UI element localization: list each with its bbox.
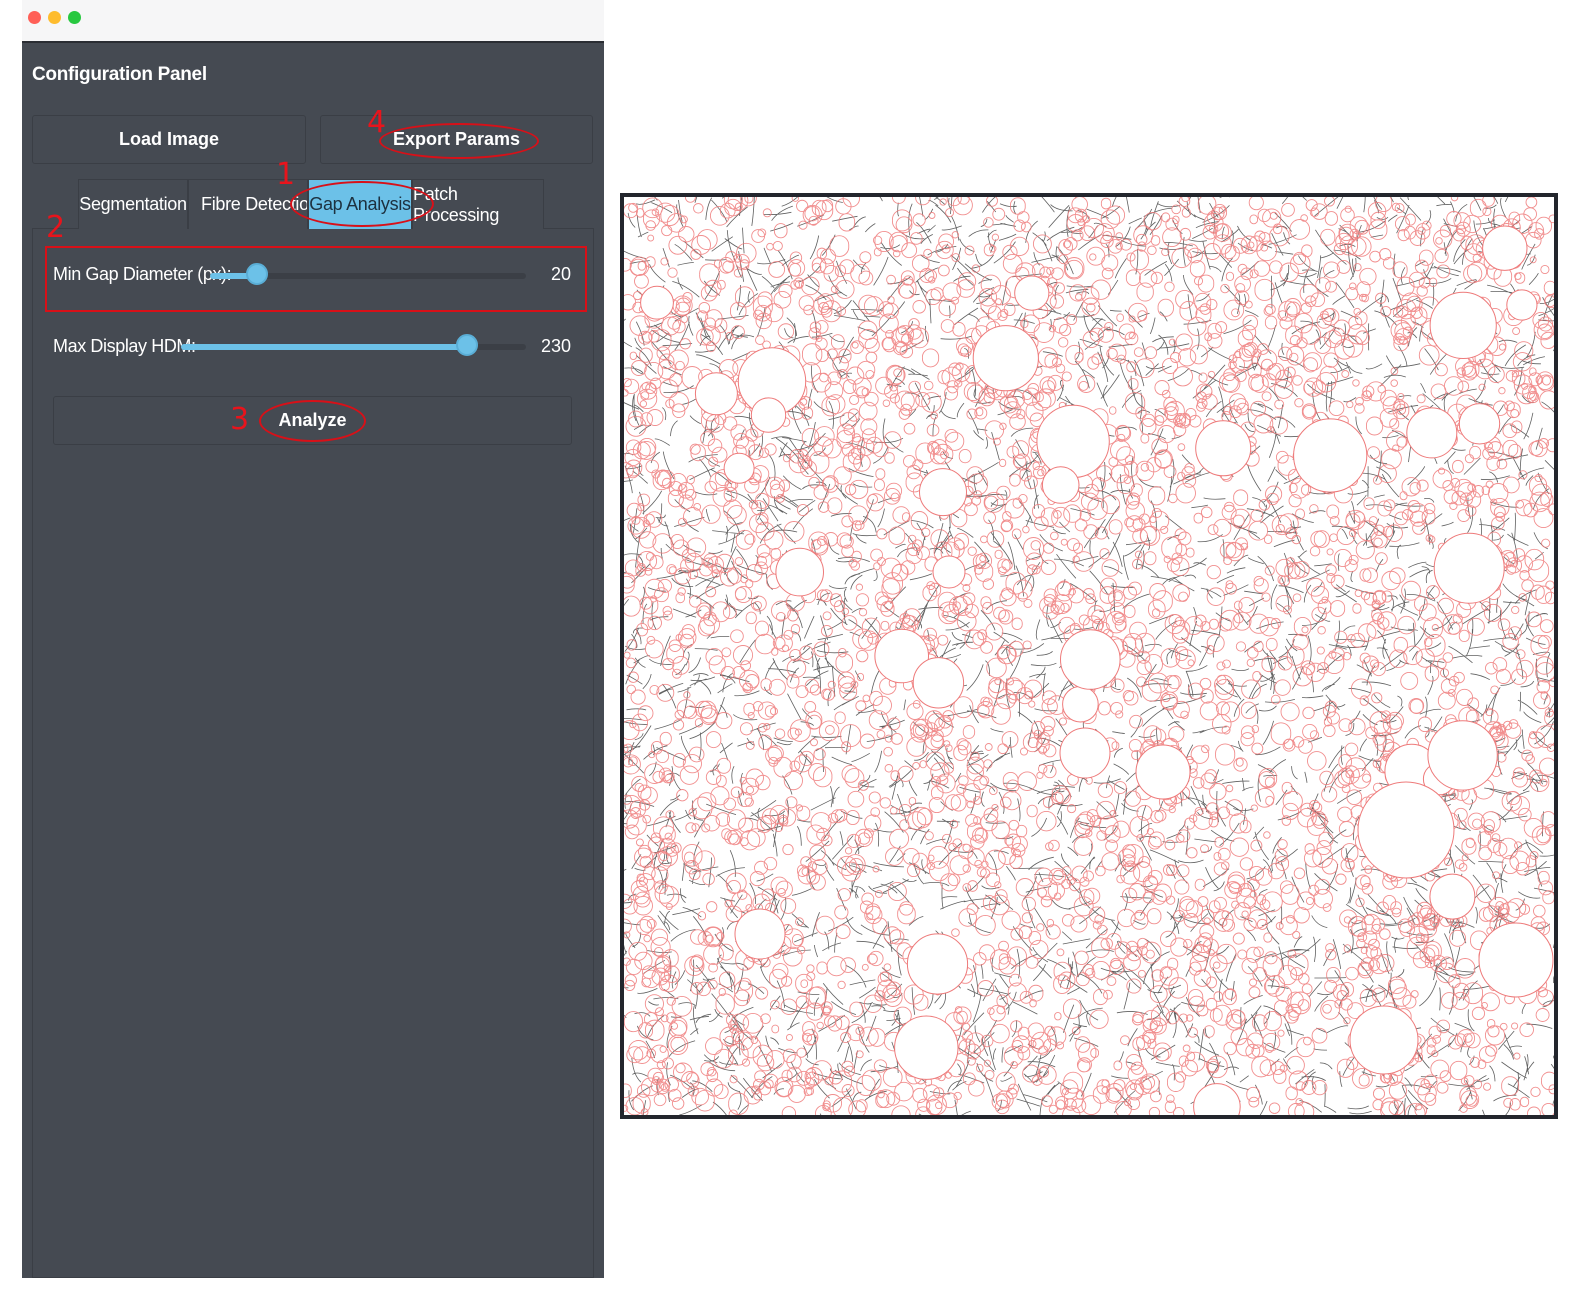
large-gap-circle — [906, 933, 969, 995]
tab-fibre-detection[interactable]: Fibre Detection — [188, 179, 308, 229]
large-gap-circle — [775, 547, 824, 597]
large-gap-circle — [1014, 275, 1050, 311]
maximize-window-button[interactable] — [68, 11, 81, 24]
large-gap-circle — [1041, 466, 1080, 504]
gap-circles — [624, 197, 1554, 1115]
large-gap-circle — [1406, 407, 1458, 459]
large-gap-circle — [1482, 225, 1528, 271]
large-gap-circle — [1357, 781, 1455, 879]
large-gap-circle — [640, 285, 674, 320]
max-hdm-slider[interactable] — [181, 334, 526, 356]
tab-patch-processing[interactable]: Patch Processing — [412, 179, 544, 229]
max-hdm-slider-handle[interactable] — [456, 334, 479, 356]
large-gap-circle — [894, 1015, 959, 1080]
large-gap-circle — [1195, 420, 1252, 477]
minimize-window-button[interactable] — [48, 11, 61, 24]
export-params-button[interactable]: Export Params — [320, 115, 593, 164]
large-gap-circle — [1433, 532, 1505, 604]
annotation-number-4: 4 — [367, 105, 387, 140]
large-gap-circle — [919, 468, 967, 517]
annotation-number-2: 2 — [46, 210, 66, 245]
large-gap-circle — [694, 372, 738, 416]
large-gap-circle — [750, 397, 787, 433]
large-gap-circle — [1036, 404, 1110, 479]
large-gap-circle — [972, 325, 1039, 392]
large-gap-circle — [1478, 922, 1554, 998]
large-gap-circle — [1506, 289, 1538, 321]
min-gap-label: Min Gap Diameter (px): — [53, 264, 232, 284]
large-gap-circle — [1429, 291, 1497, 359]
analyze-button[interactable]: Analyze — [53, 396, 572, 445]
large-gap-circle — [1059, 727, 1111, 779]
gap-analysis-image-view — [620, 193, 1558, 1119]
gap-analysis-result-image — [624, 197, 1554, 1115]
load-image-button[interactable]: Load Image — [32, 115, 306, 164]
large-gap-circle — [912, 657, 965, 709]
tab-gap-analysis[interactable]: Gap Analysis — [308, 179, 412, 229]
large-gap-circle — [1193, 1083, 1241, 1115]
large-gap-circle — [734, 908, 786, 960]
large-gap-circle — [1060, 629, 1121, 690]
large-gap-circle — [1349, 1005, 1419, 1075]
large-gap-circle — [1293, 418, 1368, 493]
large-gap-circle — [1062, 685, 1099, 723]
annotation-number-3: 3 — [230, 402, 250, 437]
max-hdm-label: Max Display HDM: — [53, 336, 196, 356]
large-gap-circle — [1458, 403, 1501, 445]
title-bar — [22, 0, 604, 43]
large-gap-circle — [932, 555, 966, 589]
annotation-number-1: 1 — [276, 157, 296, 192]
large-gap-circle — [723, 452, 755, 484]
min-gap-slider-fill — [210, 273, 258, 279]
panel-title: Configuration Panel — [32, 64, 207, 85]
large-gap-circle — [874, 628, 930, 684]
close-window-button[interactable] — [28, 11, 41, 24]
large-gap-circle — [1427, 720, 1498, 791]
max-hdm-value: 230 — [540, 336, 571, 356]
min-gap-slider[interactable] — [210, 263, 526, 285]
configuration-window: Configuration Panel Load Image Export Pa… — [22, 0, 604, 1278]
tab-content-frame — [32, 228, 594, 1278]
large-gap-circle — [1429, 873, 1476, 920]
min-gap-slider-handle[interactable] — [246, 263, 269, 285]
max-hdm-slider-fill — [181, 344, 468, 350]
large-gap-circle — [1135, 744, 1191, 800]
min-gap-value: 20 — [550, 264, 571, 284]
tab-segmentation[interactable]: Segmentation — [78, 179, 188, 229]
